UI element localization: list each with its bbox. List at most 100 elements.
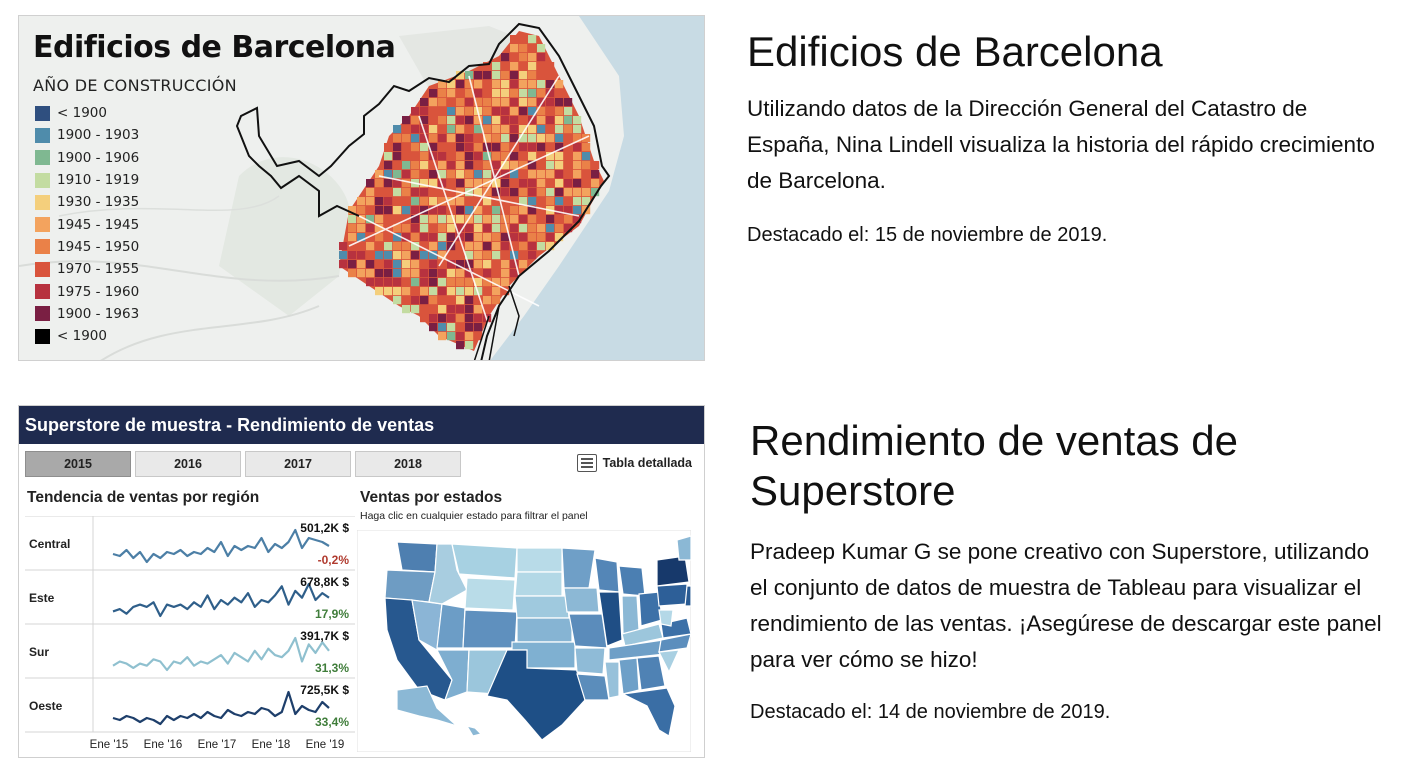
building-block <box>447 296 456 305</box>
building-block <box>438 107 447 116</box>
legend-label: < 1900 <box>57 328 107 345</box>
building-block <box>375 251 384 260</box>
building-block <box>339 242 348 251</box>
building-block <box>510 62 519 71</box>
building-block <box>573 161 582 170</box>
building-block <box>438 332 447 341</box>
building-block <box>411 287 420 296</box>
state-ne <box>514 595 570 619</box>
building-block <box>429 170 438 179</box>
building-block <box>483 188 492 197</box>
state-il <box>598 591 623 647</box>
building-block <box>483 116 492 125</box>
superstore-heading[interactable]: Rendimiento de ventas de Superstore <box>750 416 1390 516</box>
building-block <box>384 188 393 197</box>
sales-trend-line[interactable] <box>112 582 330 618</box>
building-block <box>348 215 357 224</box>
building-block <box>564 152 573 161</box>
building-block <box>501 89 510 98</box>
state-in <box>621 595 640 635</box>
superstore-dashboard-thumbnail[interactable]: Superstore de muestra - Rendimiento de v… <box>18 405 705 758</box>
building-block <box>357 260 366 269</box>
building-block <box>510 215 519 224</box>
legend-label: 1910 - 1919 <box>57 172 140 189</box>
building-block <box>537 44 546 53</box>
state-wi <box>594 557 620 593</box>
building-block <box>402 143 411 152</box>
building-block <box>510 233 519 242</box>
building-block <box>582 197 591 206</box>
building-block <box>501 71 510 80</box>
building-block <box>510 242 519 251</box>
building-block <box>384 179 393 188</box>
building-block <box>582 188 591 197</box>
detailed-table-button[interactable]: Tabla detallada <box>576 454 692 472</box>
building-block <box>402 233 411 242</box>
building-block <box>537 53 546 62</box>
legend-item: 1900 - 1963 <box>35 303 139 325</box>
building-block <box>519 188 528 197</box>
building-block <box>582 179 591 188</box>
building-block <box>546 188 555 197</box>
building-block <box>528 125 537 134</box>
building-block <box>555 152 564 161</box>
building-block <box>474 233 483 242</box>
region-total: 725,5K $ <box>300 683 349 697</box>
building-block <box>474 269 483 278</box>
sales-trend-line[interactable] <box>112 636 330 672</box>
state-nd <box>516 547 563 573</box>
building-block <box>546 125 555 134</box>
building-block <box>438 161 447 170</box>
sales-trend-line[interactable] <box>112 690 330 726</box>
building-block <box>438 314 447 323</box>
building-block <box>393 296 402 305</box>
year-tab-2016[interactable]: 2016 <box>135 451 241 477</box>
building-block <box>438 278 447 287</box>
building-block <box>555 188 564 197</box>
year-tab-2018[interactable]: 2018 <box>355 451 461 477</box>
building-block <box>483 242 492 251</box>
building-block <box>537 170 546 179</box>
building-block <box>528 179 537 188</box>
building-block <box>564 125 573 134</box>
building-block <box>465 323 474 332</box>
building-block <box>564 188 573 197</box>
building-block <box>474 143 483 152</box>
building-block <box>465 98 474 107</box>
building-block <box>528 143 537 152</box>
building-block <box>591 170 600 179</box>
building-block <box>519 98 528 107</box>
building-block <box>501 161 510 170</box>
us-states-map[interactable] <box>357 530 691 752</box>
building-block <box>492 143 501 152</box>
building-block <box>564 224 573 233</box>
building-block <box>438 188 447 197</box>
building-block <box>555 143 564 152</box>
legend-label: 1945 - 1945 <box>57 216 140 233</box>
building-block <box>438 251 447 260</box>
building-block <box>555 233 564 242</box>
building-block <box>546 170 555 179</box>
building-block <box>420 152 429 161</box>
building-block <box>519 71 528 80</box>
superstore-description-text: Pradeep Kumar G se pone creativo con Sup… <box>750 539 1382 672</box>
year-tab-2017[interactable]: 2017 <box>245 451 351 477</box>
building-block <box>591 161 600 170</box>
building-block <box>591 188 600 197</box>
building-block <box>492 242 501 251</box>
building-block <box>411 161 420 170</box>
building-block <box>483 62 492 71</box>
building-block <box>420 98 429 107</box>
building-block <box>519 233 528 242</box>
sales-trend-line[interactable] <box>112 528 330 564</box>
building-block <box>474 188 483 197</box>
building-block <box>528 215 537 224</box>
region-change: 17,9% <box>315 607 349 621</box>
year-tab-2015[interactable]: 2015 <box>25 451 131 477</box>
building-block <box>348 224 357 233</box>
barcelona-heading[interactable]: Edificios de Barcelona <box>747 28 1163 75</box>
legend-swatch <box>35 194 50 210</box>
building-block <box>456 197 465 206</box>
building-block <box>438 242 447 251</box>
barcelona-map-thumbnail[interactable]: Edificios de Barcelona AÑO DE CONSTRUCCI… <box>18 15 705 361</box>
